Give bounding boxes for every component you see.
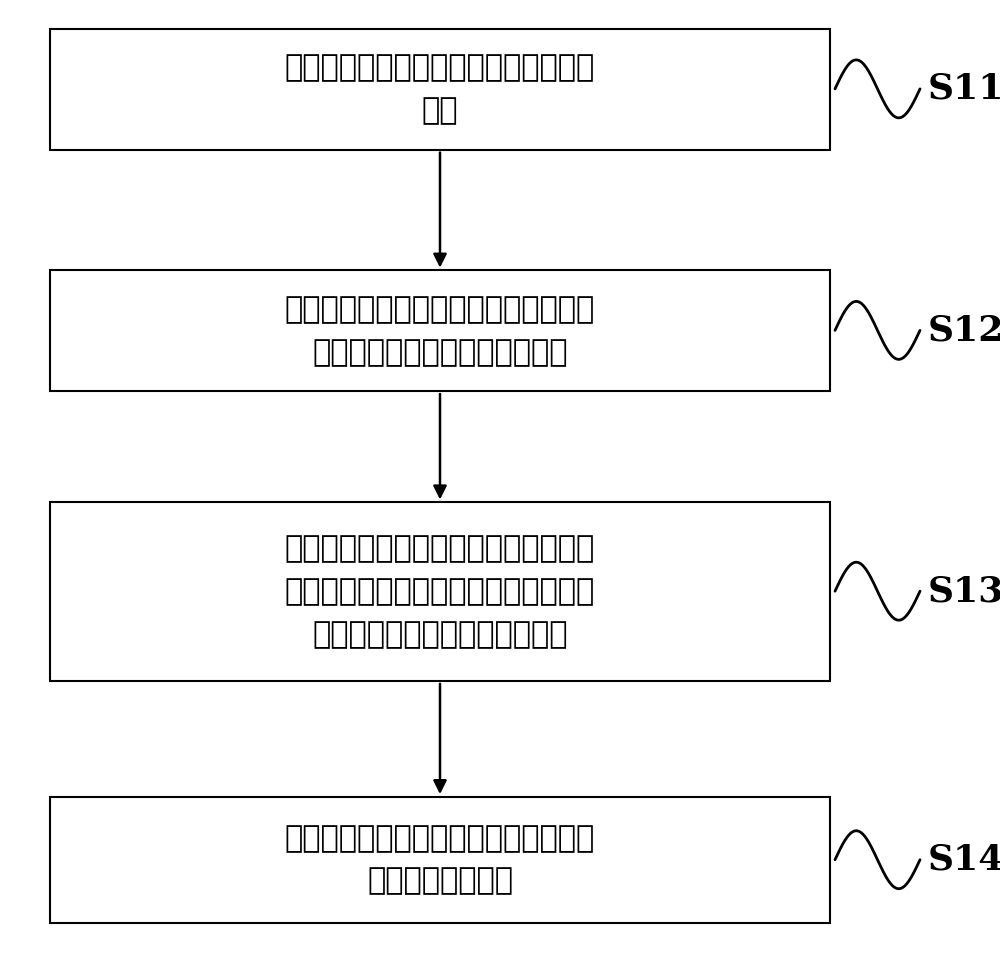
Bar	[50, 29, 830, 150]
Text: 根据所述预设数量的病人的治疗序列生
成所述目标病种的实际临床路径: 根据所述预设数量的病人的治疗序列生 成所述目标病种的实际临床路径	[285, 295, 595, 367]
Text: 将所述目标病种的实际临床路径与标准
临床路径进行比较: 将所述目标病种的实际临床路径与标准 临床路径进行比较	[285, 824, 595, 895]
Text: S12: S12	[928, 313, 1000, 348]
Text: 获取目标病种的预设数量的病人的治疗
序列: 获取目标病种的预设数量的病人的治疗 序列	[285, 53, 595, 126]
Text: S13: S13	[928, 574, 1000, 609]
Text: S14: S14	[928, 842, 1000, 877]
Bar	[50, 797, 830, 923]
Text: S11: S11	[928, 71, 1000, 106]
Bar	[50, 270, 830, 391]
Text: 将所述目标病种的实际临床路径中各个
治疗单元关联至所述目标病种的标准临
床路径中的相对应的任务单元中: 将所述目标病种的实际临床路径中各个 治疗单元关联至所述目标病种的标准临 床路径中…	[285, 534, 595, 649]
Bar	[50, 502, 830, 681]
